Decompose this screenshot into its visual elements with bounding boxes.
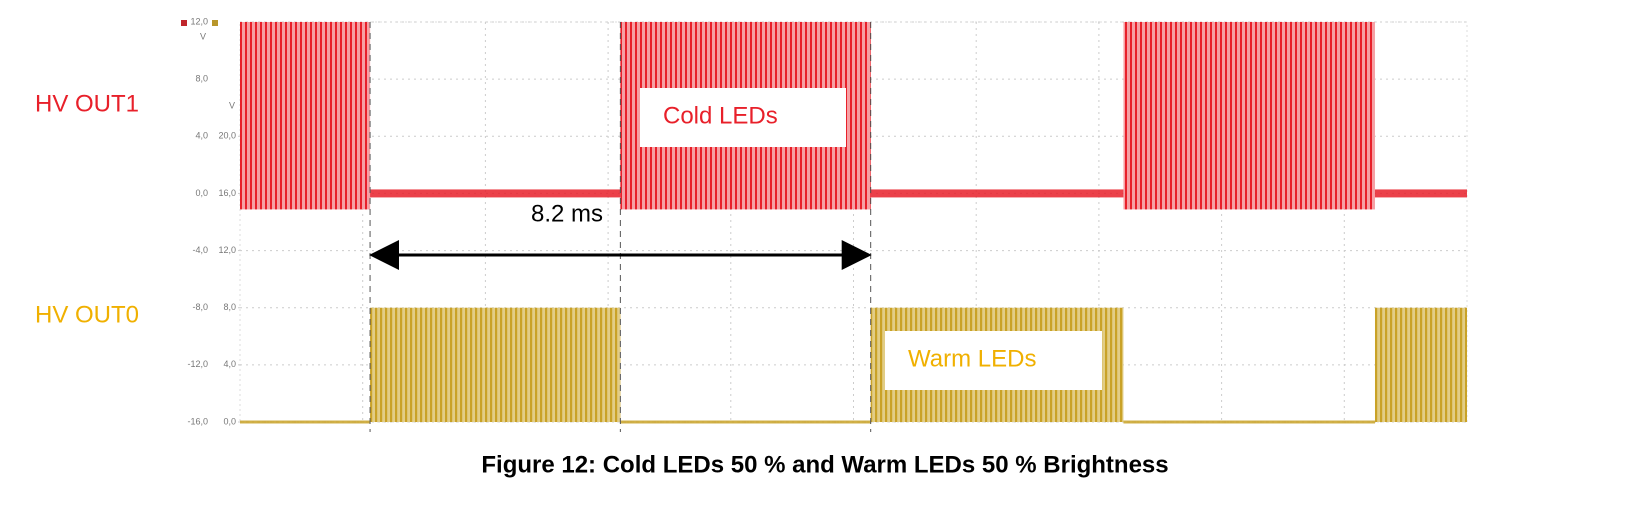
idle-level bbox=[240, 420, 371, 424]
caption: Figure 12: Cold LEDs 50 % and Warm LEDs … bbox=[481, 451, 1168, 478]
y-tick-label: -16,0 bbox=[187, 416, 208, 426]
label-box bbox=[885, 331, 1102, 390]
y-tick-label: -12,0 bbox=[187, 359, 208, 369]
scope-icon bbox=[181, 20, 187, 26]
y-tick-label: 4,0 bbox=[195, 131, 208, 141]
scope-icon bbox=[212, 20, 218, 26]
idle-level bbox=[870, 189, 1124, 198]
y2-tick-label: 20,0 bbox=[218, 131, 236, 141]
burst bbox=[1374, 307, 1467, 422]
y2-tick-label: 12,0 bbox=[218, 245, 236, 255]
burst bbox=[370, 307, 621, 422]
y-tick-label: 12,0 bbox=[190, 16, 208, 26]
burst bbox=[1123, 22, 1375, 210]
burst bbox=[240, 22, 371, 210]
idle-level bbox=[370, 189, 621, 198]
annotation: Warm LEDs bbox=[908, 345, 1036, 372]
annotation: Cold LEDs bbox=[663, 102, 778, 129]
y-tick-label: 8,0 bbox=[195, 74, 208, 84]
y-tick-label: -4,0 bbox=[192, 245, 208, 255]
annotation: 8.2 ms bbox=[531, 200, 603, 227]
y-tick-label: -8,0 bbox=[192, 302, 208, 312]
y-tick-label: 0,0 bbox=[195, 188, 208, 198]
idle-level bbox=[620, 420, 871, 424]
idle-level bbox=[1374, 189, 1467, 198]
y2-unit: V bbox=[229, 100, 235, 110]
y2-tick-label: 16,0 bbox=[218, 188, 236, 198]
y-unit: V bbox=[200, 31, 206, 41]
series-label: HV OUT0 bbox=[35, 301, 139, 328]
y2-tick-label: 4,0 bbox=[223, 359, 236, 369]
idle-level bbox=[1123, 420, 1375, 424]
label-box bbox=[640, 88, 846, 147]
series-label: HV OUT1 bbox=[35, 90, 139, 117]
y2-tick-label: 8,0 bbox=[223, 302, 236, 312]
y2-tick-label: 0,0 bbox=[223, 416, 236, 426]
